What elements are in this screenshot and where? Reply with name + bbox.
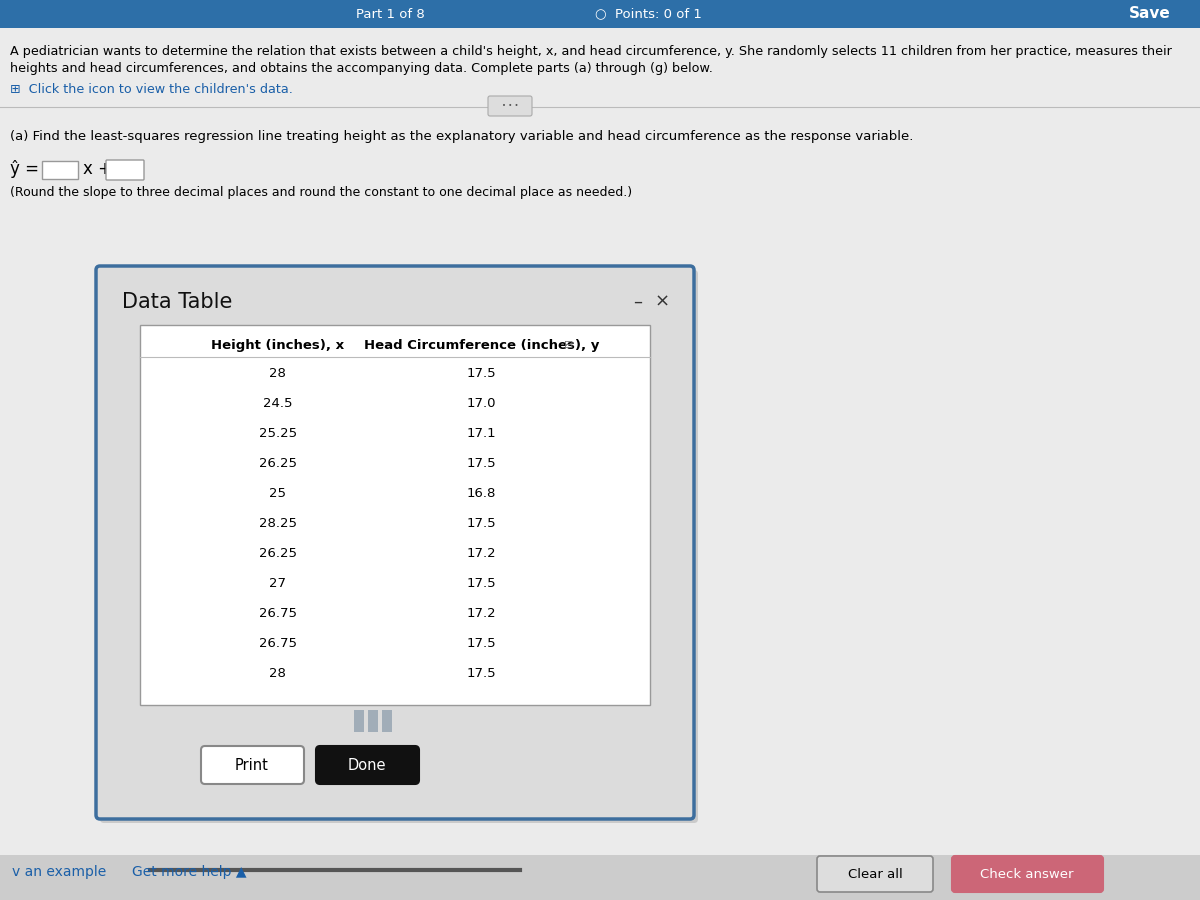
Text: Height (inches), x: Height (inches), x [211, 338, 344, 352]
Text: 17.5: 17.5 [467, 457, 497, 470]
Text: x +: x + [83, 160, 112, 178]
Text: Part 1 of 8: Part 1 of 8 [355, 7, 425, 21]
Text: 17.5: 17.5 [467, 667, 497, 680]
Text: heights and head circumferences, and obtains the accompanying data. Complete par: heights and head circumferences, and obt… [10, 62, 713, 75]
Bar [354, 710, 365, 732]
Text: 17.0: 17.0 [467, 397, 497, 410]
FancyBboxPatch shape [488, 96, 532, 116]
FancyBboxPatch shape [202, 746, 304, 784]
FancyBboxPatch shape [106, 160, 144, 180]
FancyBboxPatch shape [817, 856, 934, 892]
Text: Clear all: Clear all [847, 868, 902, 880]
Text: 24.5: 24.5 [263, 397, 293, 410]
Text: ŷ =: ŷ = [10, 160, 38, 178]
Text: 17.5: 17.5 [467, 637, 497, 650]
FancyBboxPatch shape [100, 270, 698, 823]
FancyBboxPatch shape [96, 266, 694, 819]
Text: Head Circumference (inches), y: Head Circumference (inches), y [364, 338, 599, 352]
Text: 28: 28 [269, 367, 286, 380]
Text: –: – [634, 293, 642, 311]
Bar [0, 855, 1200, 900]
Text: 17.2: 17.2 [467, 547, 497, 560]
FancyBboxPatch shape [316, 746, 419, 784]
Text: ×: × [654, 293, 670, 311]
Bar [140, 325, 650, 705]
Text: • • •: • • • [502, 103, 518, 109]
Text: ⊞  Click the icon to view the children's data.: ⊞ Click the icon to view the children's … [10, 83, 293, 96]
Text: 26.75: 26.75 [259, 637, 296, 650]
Text: Check answer: Check answer [980, 868, 1074, 880]
Text: 26.25: 26.25 [259, 457, 296, 470]
Text: Print: Print [235, 758, 269, 772]
Text: 25: 25 [269, 487, 287, 500]
Text: 17.2: 17.2 [467, 607, 497, 620]
Text: 17.5: 17.5 [467, 367, 497, 380]
Text: 16.8: 16.8 [467, 487, 497, 500]
Text: (a) Find the least-squares regression line treating height as the explanatory va: (a) Find the least-squares regression li… [10, 130, 913, 143]
Text: A pediatrician wants to determine the relation that exists between a child's hei: A pediatrician wants to determine the re… [10, 45, 1172, 58]
Text: 26.25: 26.25 [259, 547, 296, 560]
Text: 17.1: 17.1 [467, 427, 497, 440]
Text: Done: Done [348, 758, 386, 772]
Text: 28: 28 [269, 667, 286, 680]
Text: v an example: v an example [12, 865, 107, 879]
Text: 26.75: 26.75 [259, 607, 296, 620]
FancyBboxPatch shape [952, 856, 1103, 892]
Text: 25.25: 25.25 [259, 427, 296, 440]
Bar [42, 161, 78, 179]
Bar [0, 0, 1200, 28]
Bar [368, 710, 378, 732]
Text: ○  Points: 0 of 1: ○ Points: 0 of 1 [594, 7, 702, 21]
Text: 27: 27 [269, 577, 287, 590]
Text: 17.5: 17.5 [467, 577, 497, 590]
Text: Save: Save [1129, 6, 1171, 22]
Text: 17.5: 17.5 [467, 517, 497, 530]
Text: Data Table: Data Table [122, 292, 233, 312]
Bar [382, 710, 392, 732]
Text: ⊟: ⊟ [564, 340, 574, 350]
Text: 28.25: 28.25 [259, 517, 296, 530]
Text: (Round the slope to three decimal places and round the constant to one decimal p: (Round the slope to three decimal places… [10, 186, 632, 199]
Text: Get more help ▲: Get more help ▲ [132, 865, 246, 879]
